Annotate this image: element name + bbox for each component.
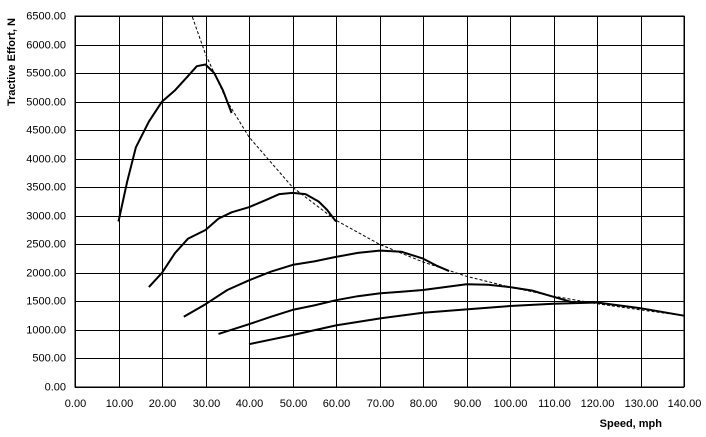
x-tick-label: 20.00 [149, 398, 177, 410]
y-tick-label: 6500.00 [26, 10, 66, 22]
x-tick-label: 50.00 [280, 398, 308, 410]
x-tick-label: 130.00 [625, 398, 659, 410]
x-tick-label: 120.00 [581, 398, 615, 410]
y-tick-label: 3000.00 [26, 210, 66, 222]
y-tick-label: 4500.00 [26, 124, 66, 136]
y-tick-label: 2500.00 [26, 238, 66, 250]
x-tick-label: 110.00 [538, 398, 571, 410]
x-tick-label: 90.00 [454, 398, 482, 410]
y-tick-label: 4000.00 [26, 153, 66, 165]
envelope-line [191, 16, 685, 317]
x-tick-label: 80.00 [410, 398, 438, 410]
series-line [248, 301, 685, 346]
y-tick-label: 6000.00 [26, 39, 66, 51]
series-line [148, 191, 337, 288]
y-tick-label: 5500.00 [26, 67, 66, 79]
series-line [117, 63, 233, 222]
y-tick-label: 0.00 [45, 381, 66, 393]
x-tick-label: 10.00 [106, 398, 134, 410]
y-tick-label: 2000.00 [26, 267, 66, 279]
series-line [183, 249, 450, 318]
x-tick-label: 100.00 [494, 398, 528, 410]
x-tick-label: 70.00 [367, 398, 395, 410]
x-tick-label: 40.00 [236, 398, 264, 410]
y-tick-label: 1500.00 [26, 295, 66, 307]
x-tick-label: 30.00 [193, 398, 221, 410]
series-line [218, 283, 576, 335]
y-tick-label: 500.00 [32, 352, 66, 364]
y-tick-label: 5000.00 [26, 96, 66, 108]
y-axis-title: Tractive Effort, N [6, 18, 18, 106]
y-tick-label: 1000.00 [26, 324, 66, 336]
x-axis-title: Speed, mph [600, 418, 663, 430]
y-tick-label: 3500.00 [26, 181, 66, 193]
x-tick-label: 140.00 [668, 398, 702, 410]
plot-area [74, 15, 685, 388]
x-tick-label: 0.00 [65, 398, 86, 410]
x-tick-label: 60.00 [323, 398, 351, 410]
